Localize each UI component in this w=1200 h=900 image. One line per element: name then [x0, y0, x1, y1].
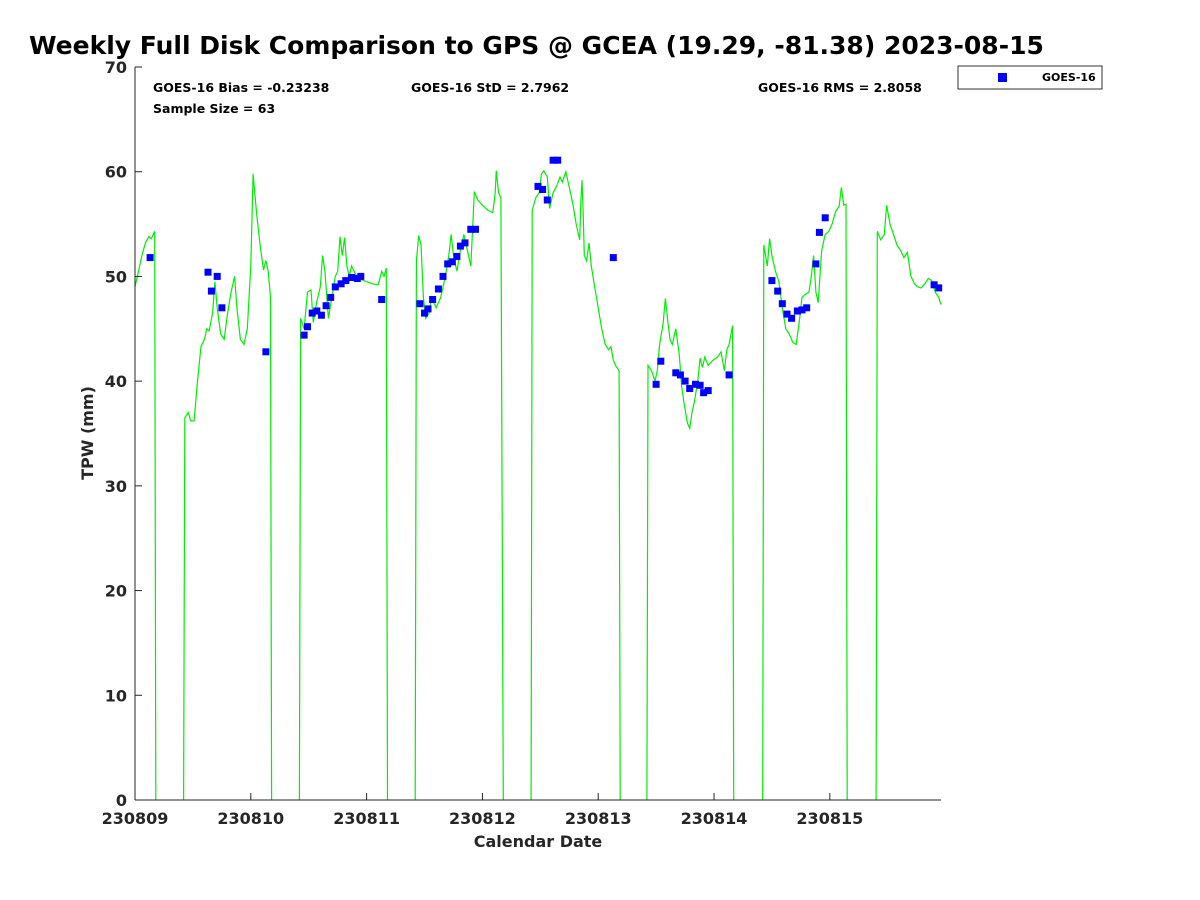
x-tick-label-0: 230809 — [102, 809, 169, 828]
plot-axes: 0 10 20 30 40 50 60 70 230809 230810 230811 230812 2… — [102, 58, 941, 828]
y-tick-label-5: 50 — [105, 267, 127, 286]
goes16-point-57 — [803, 304, 811, 312]
y-tick-label-4: 40 — [105, 372, 127, 391]
gps-line-segment-6 — [762, 187, 848, 801]
goes16-point-47 — [700, 389, 708, 397]
goes16-point-52 — [778, 300, 786, 308]
x-tick-label-4: 230813 — [565, 809, 632, 828]
goes16-point-14 — [337, 280, 345, 288]
y-tick-label-3: 30 — [105, 477, 127, 496]
goes16-point-25 — [439, 272, 447, 280]
goes16-point-58 — [812, 260, 820, 268]
goes16-point-35 — [543, 196, 551, 204]
goes16-point-36 — [549, 156, 557, 164]
goes16-point-24 — [434, 285, 442, 293]
goes16-point-61 — [930, 281, 938, 289]
goes16-point-31 — [467, 225, 475, 233]
goes16-point-45 — [692, 380, 699, 388]
goes16-point-55 — [793, 307, 801, 315]
x-tick-label-5: 230814 — [681, 809, 748, 828]
y-tick-label-2: 20 — [105, 582, 127, 601]
goes16-point-23 — [429, 296, 437, 303]
goes16-point-11 — [322, 302, 330, 310]
gps-line-segment-5 — [646, 298, 735, 801]
goes16-point-44 — [686, 385, 694, 392]
goes16-point-40 — [657, 357, 665, 365]
goes16-point-39 — [652, 380, 660, 388]
goes16-point-27 — [448, 258, 456, 266]
goes16-point-26 — [444, 260, 452, 268]
goes16-point-0 — [146, 254, 154, 262]
goes16-point-10 — [317, 311, 325, 319]
goes16-point-19 — [378, 296, 386, 303]
y-tick-label-0: 0 — [116, 791, 127, 810]
goes16-point-62 — [935, 284, 943, 292]
goes16-point-21 — [421, 309, 428, 317]
rms-stat: GOES-16 RMS = 2.8058 — [758, 80, 922, 95]
std-stat: GOES-16 StD = 2.7962 — [411, 80, 569, 95]
goes16-point-28 — [453, 253, 461, 260]
goes16-point-13 — [331, 283, 339, 291]
goes16-point-56 — [798, 306, 806, 314]
goes16-point-6 — [300, 331, 308, 339]
goes16-point-46 — [696, 381, 704, 389]
goes16-point-29 — [456, 242, 464, 250]
goes16-point-20 — [416, 300, 424, 308]
goes16-point-7 — [304, 323, 311, 331]
plot-series — [134, 156, 943, 801]
x-axis-label: Calendar Date — [474, 832, 603, 851]
legend-label-goes16: GOES-16 — [1042, 71, 1096, 84]
goes16-point-41 — [672, 369, 680, 377]
legend: GOES-16 — [957, 65, 1103, 90]
goes16-point-33 — [534, 182, 542, 190]
gps-line-segment-4 — [530, 169, 621, 801]
goes16-point-48 — [704, 387, 712, 395]
gps-line-segment-3 — [414, 170, 504, 801]
chart-title: Weekly Full Disk Comparison to GPS @ GCE… — [29, 31, 1044, 60]
goes16-point-50 — [768, 277, 776, 285]
goes16-point-15 — [342, 277, 350, 285]
y-tick-label-6: 60 — [105, 163, 127, 182]
goes16-point-42 — [676, 371, 684, 379]
goes16-point-9 — [313, 307, 321, 315]
goes16-point-4 — [218, 304, 226, 312]
goes16-point-22 — [424, 305, 432, 313]
y-tick-label-7: 70 — [105, 58, 127, 77]
goes16-point-32 — [472, 225, 479, 233]
goes16-point-60 — [821, 214, 829, 222]
x-tick-label-2: 230811 — [333, 809, 400, 828]
goes16-point-37 — [554, 156, 562, 164]
gps-line-segment-1 — [183, 173, 273, 801]
goes16-point-5 — [262, 348, 270, 356]
legend-marker-goes16 — [998, 73, 1007, 82]
legend-box — [957, 65, 1103, 90]
goes16-point-16 — [348, 274, 356, 281]
goes16-point-2 — [207, 287, 215, 295]
goes16-point-1 — [204, 268, 212, 276]
bias-stat: GOES-16 Bias = -0.23238 — [153, 80, 329, 95]
goes16-point-43 — [681, 377, 689, 385]
gps-line-segment-7 — [875, 205, 942, 801]
goes16-point-8 — [308, 309, 316, 317]
goes16-point-34 — [539, 186, 547, 193]
x-tick-label-1: 230810 — [217, 809, 284, 828]
goes16-point-53 — [783, 310, 791, 318]
goes16-point-3 — [213, 272, 221, 280]
goes16-point-18 — [357, 272, 365, 280]
goes16-point-51 — [774, 287, 782, 295]
goes16-point-30 — [461, 239, 469, 247]
gps-line-segment-0 — [134, 231, 157, 801]
goes16-point-38 — [609, 254, 617, 262]
sample-size-stat: Sample Size = 63 — [153, 101, 275, 116]
y-tick-label-1: 10 — [105, 686, 127, 705]
x-tick-label-3: 230812 — [449, 809, 516, 828]
goes16-point-49 — [725, 371, 733, 379]
goes16-point-54 — [788, 314, 796, 322]
goes16-point-12 — [327, 293, 335, 301]
x-tick-label-6: 230815 — [796, 809, 863, 828]
goes16-point-59 — [815, 228, 823, 236]
y-axis-label: TPW (mm) — [78, 386, 97, 480]
